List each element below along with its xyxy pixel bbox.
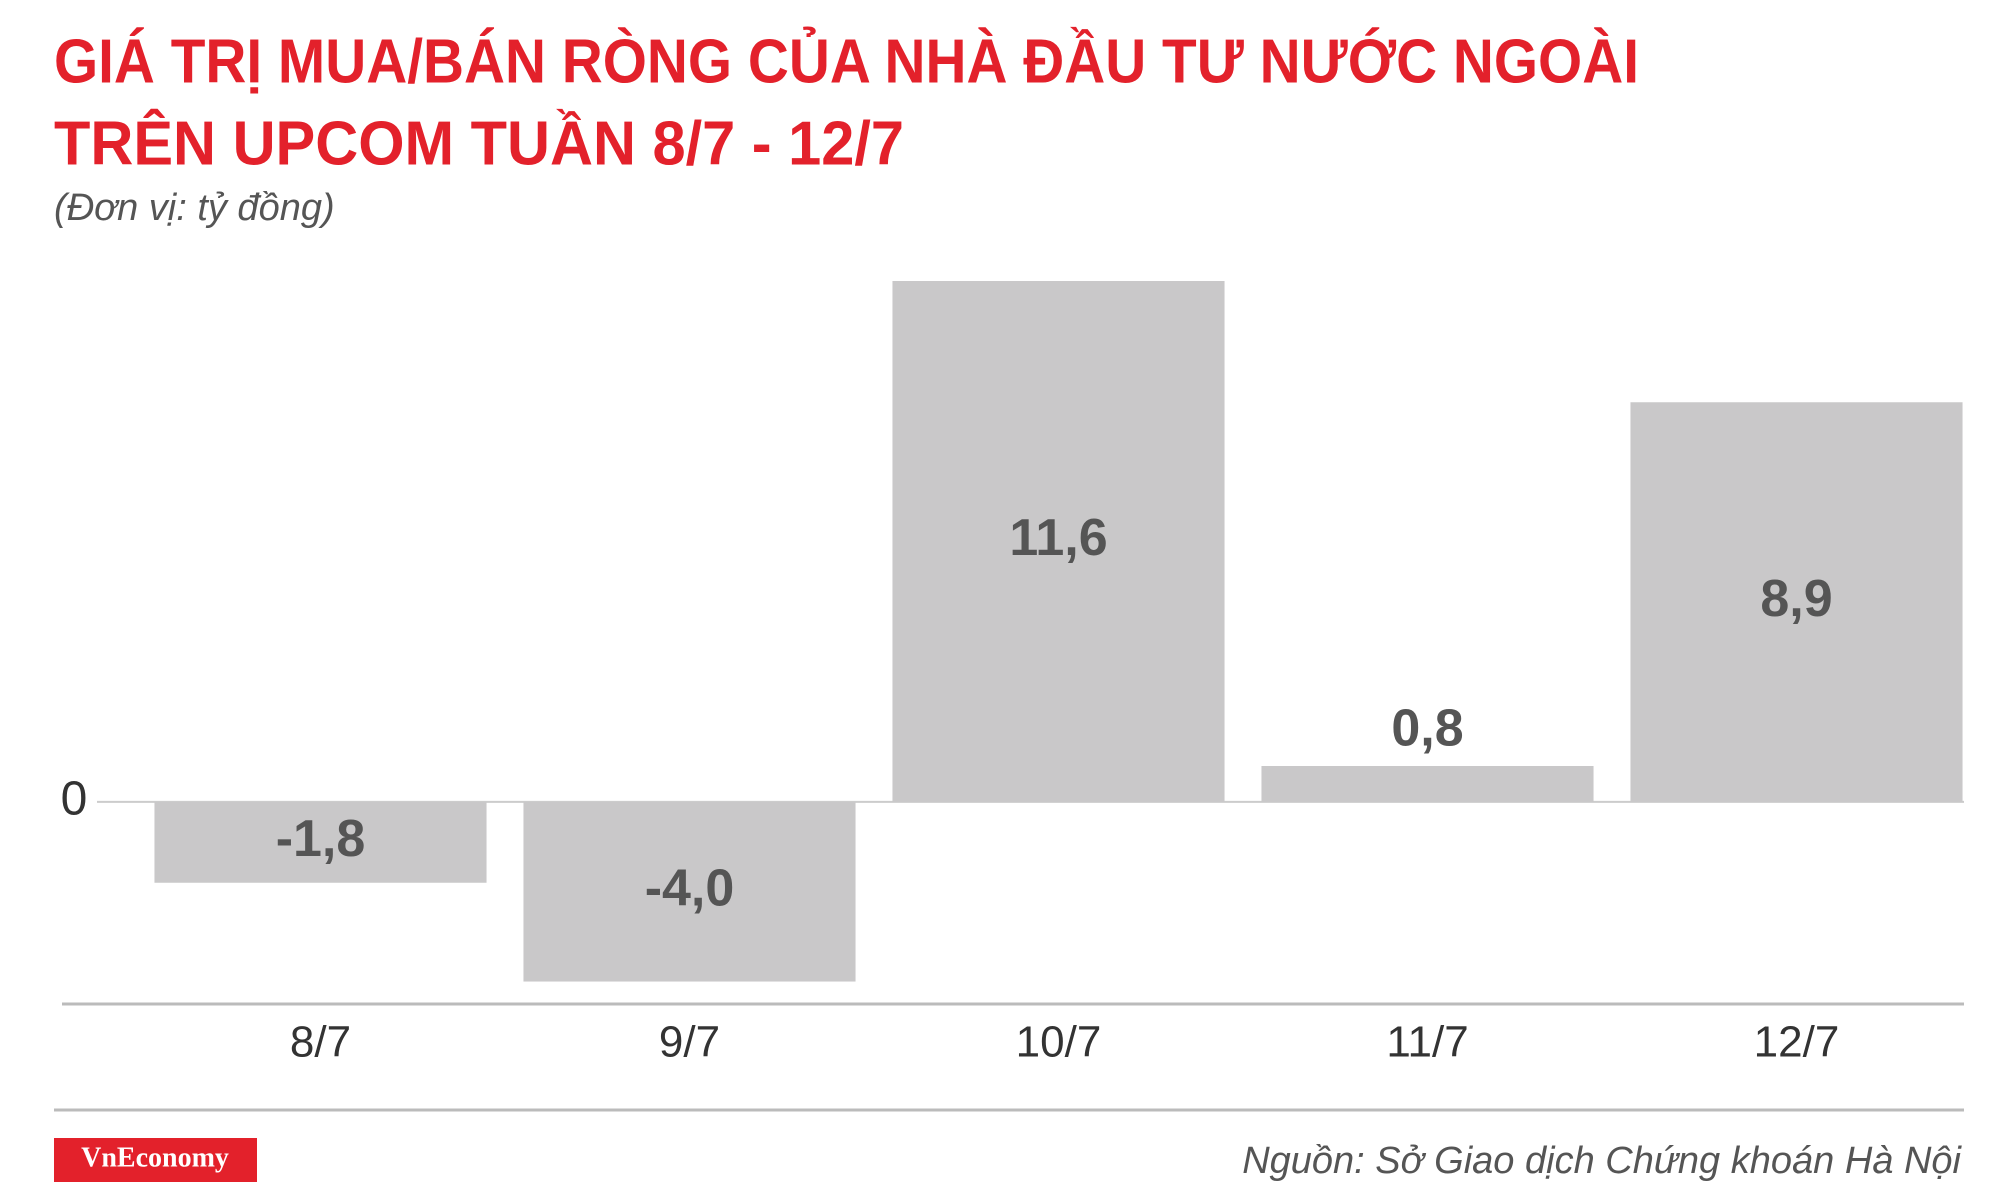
logo: VnEconomy <box>81 1142 229 1173</box>
bar <box>892 281 1225 802</box>
chart-title: TRÊN UPCOM TUẦN 8/7 - 12/7 <box>54 109 904 178</box>
x-tick-label: 10/7 <box>1016 1018 1102 1067</box>
x-tick-label: 9/7 <box>659 1018 720 1067</box>
logo-box <box>54 1138 257 1182</box>
chart-title: GIÁ TRỊ MUA/BÁN RÒNG CỦA NHÀ ĐẦU TƯ NƯỚC… <box>54 27 1639 96</box>
value-label: 8,9 <box>1760 570 1832 628</box>
x-tick-label: 11/7 <box>1386 1018 1468 1067</box>
chart-subtitle: (Đơn vị: tỷ đồng) <box>54 187 335 229</box>
value-label: -4,0 <box>645 859 735 917</box>
bar <box>1630 402 1963 802</box>
x-tick-label: 12/7 <box>1754 1018 1840 1067</box>
source: Nguồn: Sở Giao dịch Chứng khoán Hà Nội <box>1242 1140 1962 1182</box>
bar <box>154 801 487 883</box>
bar <box>1261 765 1594 802</box>
value-label: 11,6 <box>1009 509 1107 567</box>
x-tick-label: 8/7 <box>290 1018 351 1067</box>
value-label: 0,8 <box>1391 700 1463 758</box>
y-tick-label: 0 <box>61 773 88 826</box>
bar <box>523 801 856 982</box>
value-label: -1,8 <box>276 810 366 868</box>
